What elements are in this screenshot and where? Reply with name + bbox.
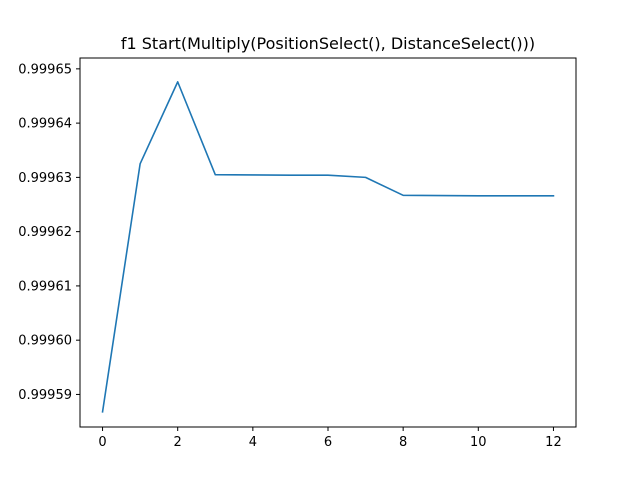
x-tick-label: 12 (545, 435, 562, 450)
y-tick-label: 0.99959 (18, 388, 72, 403)
x-tick-label: 4 (249, 435, 257, 450)
x-axis: 0 2 4 6 8 10 12 (98, 427, 562, 450)
chart-title: f1 Start(Multiply(PositionSelect(), Dist… (121, 34, 535, 53)
x-tick-label: 10 (470, 435, 487, 450)
x-tick-label: 6 (324, 435, 332, 450)
x-tick-label: 8 (399, 435, 407, 450)
y-tick-label: 0.99963 (18, 171, 72, 186)
series-line (101, 81, 555, 413)
y-axis: 0.99959 0.99960 0.99961 0.99962 0.99963 0.999… (18, 62, 80, 403)
series-group (101, 81, 555, 413)
y-tick-label: 0.99960 (18, 334, 72, 349)
y-tick-label: 0.99964 (18, 117, 72, 132)
x-tick-label: 2 (174, 435, 182, 450)
y-tick-label: 0.99965 (18, 62, 72, 77)
y-tick-label: 0.99961 (18, 279, 72, 294)
x-tick-label: 0 (98, 435, 106, 450)
plot-area-frame (79, 57, 577, 428)
y-tick-label: 0.99962 (18, 225, 72, 240)
